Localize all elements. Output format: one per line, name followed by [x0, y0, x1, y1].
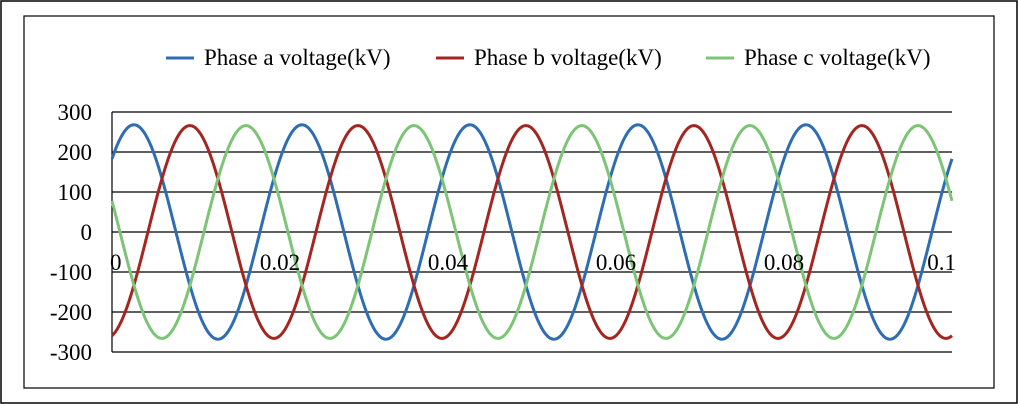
x-tick-label: 0.06: [596, 250, 636, 275]
legend-item: Phase a voltage(kV): [166, 45, 391, 70]
legend-label: Phase a voltage(kV): [204, 45, 391, 70]
x-tick-label: 0: [110, 250, 122, 275]
legend: Phase a voltage(kV) Phase b voltage(kV) Ph…: [166, 45, 931, 70]
legend-item: Phase c voltage(kV): [706, 45, 931, 70]
x-tick-label: 0.1: [927, 250, 956, 275]
y-axis-ticks: 300 200 100 0 -100 -200 -300: [50, 100, 92, 365]
y-tick-label: -100: [50, 260, 92, 285]
series-line: [110, 123, 954, 341]
series-lines: [110, 123, 954, 341]
series-line: [110, 124, 954, 340]
x-tick-label: 0.08: [764, 250, 804, 275]
x-tick-label: 0.02: [260, 250, 300, 275]
y-tick-label: 300: [58, 100, 93, 125]
series-line: [110, 124, 953, 340]
chart-area-border: [23, 15, 995, 389]
y-tick-label: 200: [58, 140, 93, 165]
y-tick-label: 0: [81, 220, 93, 245]
y-tick-label: 100: [58, 180, 93, 205]
legend-item: Phase b voltage(kV): [436, 45, 662, 70]
legend-label: Phase c voltage(kV): [744, 45, 931, 70]
grid-lines: [111, 111, 952, 353]
y-tick-label: -300: [50, 340, 92, 365]
x-axis-ticks: 0 0.02 0.04 0.06 0.08 0.1: [110, 250, 956, 275]
y-tick-label: -200: [50, 300, 92, 325]
x-tick-label: 0.04: [428, 250, 469, 275]
legend-label: Phase b voltage(kV): [474, 45, 662, 70]
